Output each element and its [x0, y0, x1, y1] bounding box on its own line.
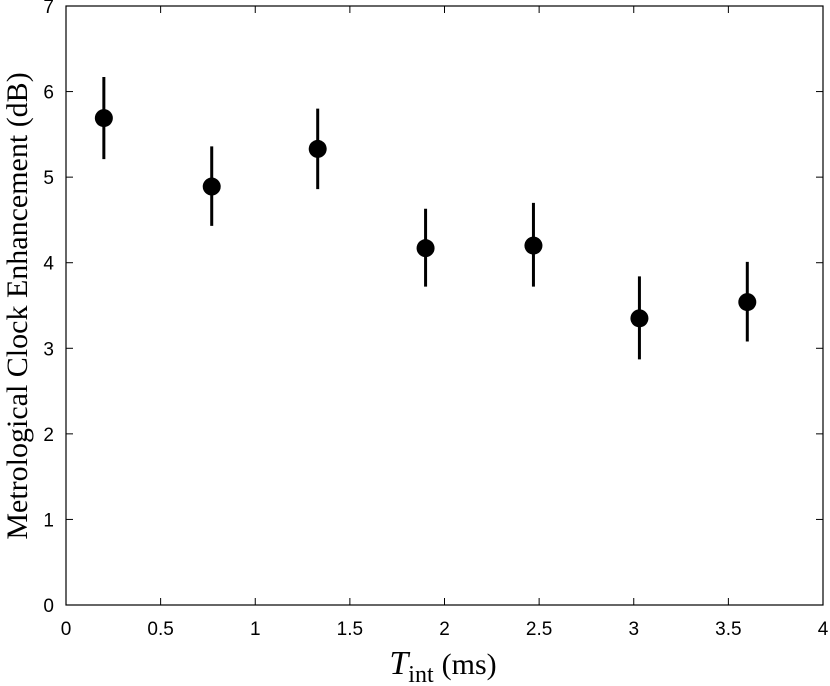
axis-ticks: [65, 5, 824, 606]
x-tick-label: 2: [439, 619, 450, 640]
x-tick-label: 1: [250, 619, 261, 640]
y-tick-label: 5: [43, 168, 54, 189]
data-series: [94, 77, 757, 360]
x-tick-label: 3.5: [715, 619, 741, 640]
data-point: [630, 309, 649, 328]
x-tick-labels: 0 0.5 1 1.5 2 2.5 3 3.5 4: [61, 619, 829, 640]
y-axis-label: Metrological Clock Enhancement (dB): [1, 72, 34, 539]
x-tick-label: 0: [61, 619, 72, 640]
data-point: [416, 239, 435, 258]
x-tick-label: 4: [818, 619, 829, 640]
x-tick-label: 0.5: [147, 619, 173, 640]
plot-frame: [65, 5, 824, 606]
y-tick-label: 7: [43, 0, 54, 18]
x-tick-label: 1.5: [337, 619, 363, 640]
data-point: [524, 236, 543, 255]
y-tick-label: 4: [43, 254, 54, 275]
y-tick-label: 3: [43, 339, 54, 360]
y-tick-labels: 0 1 2 3 4 5 6 7: [43, 0, 54, 617]
y-tick-label: 2: [43, 425, 54, 446]
x-axis-label: Tint (ms): [389, 645, 496, 686]
y-tick-label: 1: [43, 510, 54, 531]
data-point: [308, 139, 327, 158]
data-point: [202, 177, 221, 196]
data-point: [738, 293, 757, 312]
y-tick-label: 0: [43, 596, 54, 617]
x-tick-label: 2.5: [526, 619, 552, 640]
x-tick-label: 3: [628, 619, 639, 640]
y-tick-label: 6: [43, 83, 54, 104]
data-point: [94, 109, 113, 128]
